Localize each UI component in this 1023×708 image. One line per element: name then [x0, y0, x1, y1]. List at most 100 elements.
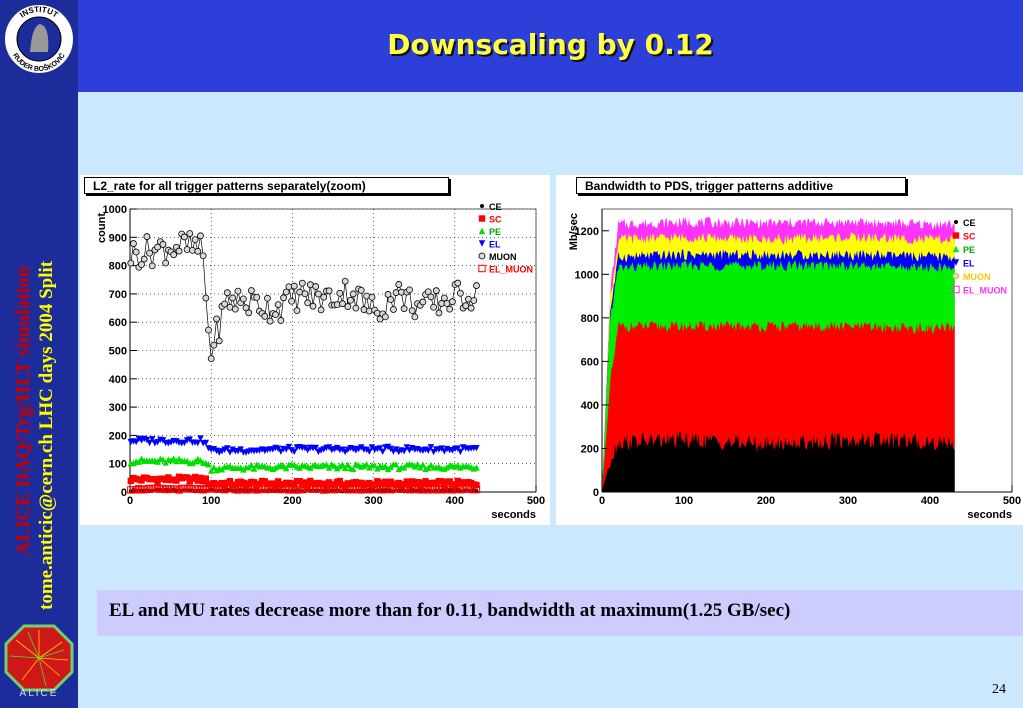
data-point	[336, 477, 344, 485]
data-point	[333, 444, 341, 452]
bullet-text: EL and MU rates decrease more than for 0…	[109, 600, 791, 621]
data-point	[290, 282, 298, 290]
x-axis-label: seconds	[491, 509, 536, 521]
data-point	[291, 448, 298, 456]
data-point	[371, 461, 378, 469]
data-point	[400, 448, 408, 455]
data-point	[392, 461, 400, 468]
data-point	[373, 485, 382, 493]
data-point	[248, 461, 255, 469]
data-point	[288, 297, 295, 305]
data-point	[347, 296, 354, 304]
data-point	[266, 485, 274, 493]
area-ce	[602, 431, 955, 492]
data-point	[467, 304, 475, 312]
y-tick-label: 900	[109, 232, 127, 244]
institute-logo: INSTITUT RUDER BOŠKOVIĆ	[3, 3, 75, 75]
data-point	[349, 290, 357, 298]
data-point	[403, 484, 411, 493]
page-number: 24	[992, 682, 1006, 697]
data-point	[250, 485, 258, 493]
data-point	[247, 287, 255, 294]
data-point	[403, 478, 411, 485]
legend-label: SC	[489, 215, 502, 225]
data-point	[253, 486, 261, 494]
y-axis-label: count	[96, 213, 108, 243]
data-point	[419, 461, 427, 468]
data-point	[448, 486, 457, 494]
data-point	[191, 473, 199, 481]
data-point	[261, 484, 269, 493]
data-point	[312, 283, 320, 290]
data-point	[333, 464, 341, 472]
data-point	[205, 326, 212, 334]
data-point	[368, 293, 376, 301]
y-tick-label: 600	[109, 317, 127, 329]
data-point	[354, 484, 363, 493]
data-point	[296, 477, 303, 485]
data-point	[291, 481, 298, 488]
legend-marker	[480, 204, 484, 208]
x-tick-label: 0	[127, 495, 133, 507]
data-point	[218, 485, 226, 493]
data-point	[390, 306, 397, 313]
y-tick-label: 100	[109, 459, 127, 471]
y-tick-label: 1200	[575, 226, 599, 238]
data-point	[381, 313, 389, 321]
legend-label: SC	[963, 232, 976, 242]
data-point	[282, 485, 290, 493]
data-point	[210, 464, 218, 471]
alice-logo: ALICE	[4, 624, 74, 698]
x-tick-label: 100	[675, 495, 693, 507]
chart-title: L2_rate for all trigger patterns separat…	[84, 177, 449, 194]
data-point	[156, 485, 164, 493]
data-point	[473, 282, 480, 289]
legend-marker	[478, 227, 486, 235]
data-point	[325, 287, 333, 295]
data-point	[224, 445, 231, 452]
data-point	[148, 262, 156, 270]
data-point	[240, 466, 247, 473]
legend-marker	[478, 215, 486, 222]
data-point	[194, 484, 202, 493]
data-point	[384, 443, 392, 451]
sidebar: INSTITUT RUDER BOŠKOVIĆ ALICE DAQ/Trg/HL…	[0, 0, 78, 708]
data-point	[473, 444, 480, 452]
data-point	[180, 484, 189, 493]
data-point	[304, 299, 312, 307]
x-axis-label: seconds	[967, 509, 1012, 521]
data-point	[210, 484, 218, 493]
data-point	[280, 294, 287, 302]
data-point	[245, 485, 253, 494]
data-point	[366, 448, 373, 455]
data-point	[298, 279, 306, 287]
data-point	[406, 286, 413, 294]
slide-title: Downscaling by 0.12	[387, 28, 714, 61]
data-point	[413, 485, 422, 493]
legend-label: EL_MUON	[489, 265, 533, 275]
data-point	[138, 261, 145, 268]
chart-panel-l2-rate: L2_rate for all trigger patterns separat…	[80, 175, 550, 525]
x-tick-label: 100	[202, 495, 220, 507]
data-point	[454, 445, 461, 452]
data-point	[154, 243, 162, 251]
data-point	[295, 486, 304, 494]
legend-marker	[954, 220, 958, 224]
legend-label: PE	[489, 227, 501, 237]
y-tick-label: 200	[109, 430, 127, 442]
data-point	[365, 307, 373, 315]
data-point	[425, 447, 432, 455]
data-point	[236, 484, 245, 493]
y-tick-label: 800	[109, 261, 127, 273]
data-point	[175, 486, 183, 494]
data-point	[309, 484, 317, 493]
data-point	[303, 485, 312, 493]
data-point	[411, 463, 419, 470]
data-point	[387, 296, 395, 303]
data-point	[473, 464, 480, 471]
data-point	[349, 485, 357, 493]
data-point	[448, 298, 456, 306]
legend-marker	[952, 272, 960, 280]
data-point	[127, 259, 135, 267]
data-point	[207, 355, 215, 363]
